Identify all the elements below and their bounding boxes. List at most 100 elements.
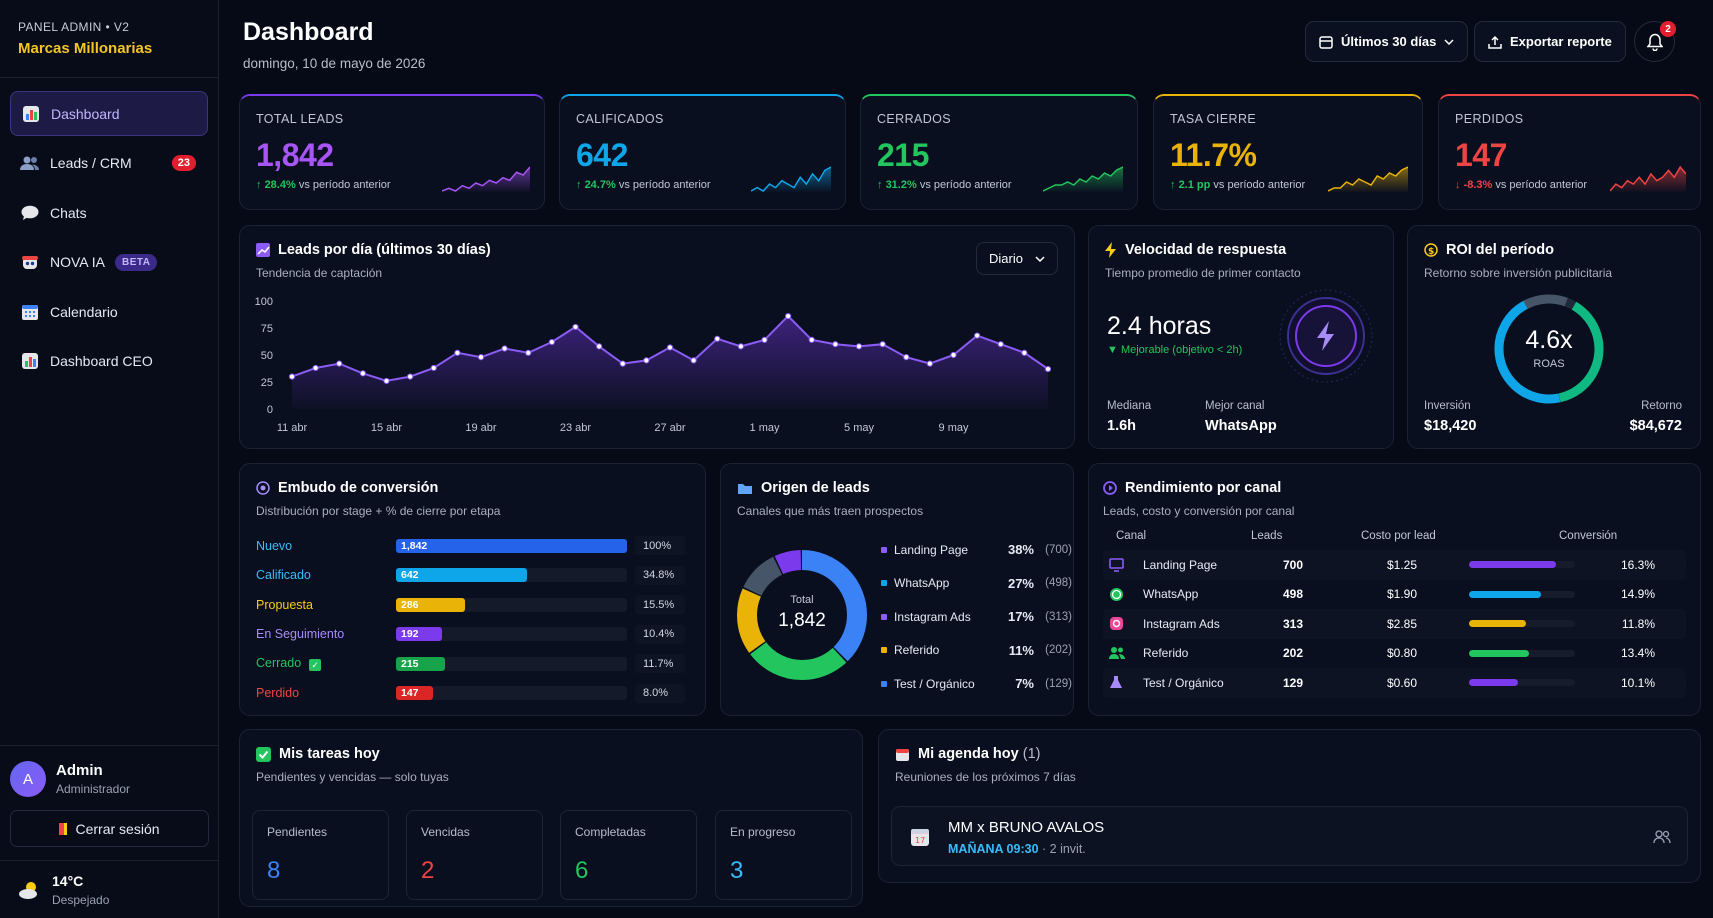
card-title-text: Mi agenda hoy: [918, 746, 1019, 762]
card-title: $ ROI del período: [1424, 242, 1684, 258]
money-icon: $: [1424, 243, 1438, 257]
leads-point[interactable]: [643, 357, 650, 364]
date-range-button[interactable]: Últimos 30 días: [1305, 21, 1469, 62]
leads-point[interactable]: [596, 343, 603, 350]
x-tick-label: 27 abr: [654, 422, 686, 434]
funnel-row[interactable]: En Seguimiento 192 10.4%: [256, 620, 689, 650]
leads-point[interactable]: [832, 341, 839, 348]
kpi-card-perdidos[interactable]: PERDIDOS 147 ↓ -8.3% vs período anterior: [1438, 94, 1701, 210]
leads-point[interactable]: [619, 360, 626, 367]
leads-point[interactable]: [454, 349, 461, 356]
leads-point[interactable]: [997, 341, 1004, 348]
channel-row[interactable]: Test / Orgánico 129 $0.60 10.1%: [1103, 668, 1686, 698]
leads-point[interactable]: [879, 341, 886, 348]
notifications-button[interactable]: 2: [1634, 21, 1676, 62]
donut-slice[interactable]: [737, 550, 867, 680]
leads-point[interactable]: [336, 360, 343, 367]
leads-point[interactable]: [737, 343, 744, 350]
export-report-button[interactable]: Exportar reporte: [1474, 21, 1626, 62]
channel-name: Referido: [1143, 646, 1189, 661]
sidebar-item-calendario[interactable]: Calendario: [10, 289, 208, 334]
donut-slice[interactable]: [737, 550, 867, 680]
donut-slice[interactable]: [737, 550, 867, 680]
sidebar-nav: Dashboard Leads / CRM 23 Chats NOVA IA B…: [0, 78, 218, 401]
leads-point[interactable]: [477, 354, 485, 361]
leads-point[interactable]: [430, 364, 437, 372]
funnel-stage-name: Nuevo: [256, 539, 396, 553]
channel-row[interactable]: WhatsApp 498 $1.90 14.9%: [1103, 580, 1686, 610]
card-title-text: Origen de leads: [761, 480, 870, 496]
sidebar-item-chats[interactable]: Chats: [10, 190, 208, 235]
leads-point[interactable]: [950, 351, 957, 359]
funnel-row[interactable]: Cerrado ✓ 215 11.7%: [256, 649, 689, 679]
sidebar-item-dashboard-ceo[interactable]: Dashboard CEO: [10, 339, 208, 384]
funnel-row[interactable]: Perdido 147 8.0%: [256, 679, 689, 709]
leads-point[interactable]: [714, 335, 721, 342]
kpi-card-calificados[interactable]: CALIFICADOS 642 ↑ 24.7% vs período anter…: [559, 94, 846, 210]
task-stat-value: 2: [421, 857, 435, 884]
task-stat-en-progreso[interactable]: En progreso 3: [715, 810, 852, 900]
sidebar-item-label: Leads / CRM: [50, 155, 132, 171]
users-icon: [20, 153, 40, 173]
funnel-row[interactable]: Propuesta 286 15.5%: [256, 590, 689, 620]
leads-point[interactable]: [761, 336, 768, 343]
channel-leads: 129: [1283, 675, 1304, 690]
legend-item[interactable]: Referido 11% (202): [881, 634, 1072, 668]
leads-point[interactable]: [974, 332, 981, 339]
leads-point[interactable]: [690, 357, 697, 364]
legend-item[interactable]: WhatsApp 27% (498): [881, 567, 1072, 601]
leads-point[interactable]: [383, 377, 390, 385]
leads-point[interactable]: [855, 343, 863, 350]
kpi-card-tasa-cierre[interactable]: TASA CIERRE 11.7% ↑ 2.1 pp vs período an…: [1153, 94, 1423, 210]
logout-button[interactable]: Cerrar sesión: [10, 810, 209, 847]
kpi-card-cerrados[interactable]: CERRADOS 215 ↑ 31.2% vs período anterior: [860, 94, 1138, 210]
sparkline-area: [1328, 167, 1408, 193]
task-stat-pendientes[interactable]: Pendientes 8: [252, 810, 389, 900]
task-stat-label: En progreso: [730, 825, 796, 839]
leads-point[interactable]: [572, 323, 579, 331]
leads-point[interactable]: [548, 338, 555, 346]
sidebar-item-nova-ia[interactable]: NOVA IA BETA: [10, 240, 208, 285]
leads-point[interactable]: [666, 344, 674, 351]
channel-name: Test / Orgánico: [1143, 675, 1224, 690]
kpi-card-total-leads[interactable]: TOTAL LEADS 1,842 ↑ 28.4% vs período ant…: [239, 94, 545, 210]
task-stat-vencidas[interactable]: Vencidas 2: [406, 810, 543, 900]
channel-row[interactable]: Landing Page 700 $1.25 16.3%: [1103, 550, 1686, 580]
meeting-item[interactable]: 17 MM x BRUNO AVALOS MAÑANA 09:30 · 2 in…: [891, 806, 1688, 866]
granularity-dropdown[interactable]: Diario: [976, 242, 1058, 275]
attendees-icon[interactable]: [1653, 829, 1671, 845]
leads-point[interactable]: [808, 336, 815, 343]
leads-point[interactable]: [501, 345, 508, 352]
channel-row[interactable]: Instagram Ads 313 $2.85 11.8%: [1103, 609, 1686, 639]
x-tick-label: 9 may: [939, 422, 969, 434]
avatar[interactable]: A: [10, 761, 46, 797]
leads-point[interactable]: [785, 313, 792, 320]
channel-leads: 700: [1283, 557, 1304, 572]
legend-item[interactable]: Landing Page 38% (700): [881, 533, 1072, 567]
page-header: Dashboard domingo, 10 de mayo de 2026: [243, 18, 1713, 71]
sidebar-item-dashboard[interactable]: Dashboard: [10, 91, 208, 136]
leads-point[interactable]: [407, 373, 414, 380]
leads-point[interactable]: [288, 373, 296, 380]
return-value: $84,672: [1629, 418, 1682, 434]
legend-item[interactable]: Test / Orgánico 7% (129): [881, 667, 1072, 701]
leads-point[interactable]: [359, 370, 366, 377]
checkbox-icon: [256, 746, 271, 762]
leads-point[interactable]: [1044, 365, 1052, 373]
sidebar: PANEL ADMIN • V2 Marcas Millonarias Dash…: [0, 0, 219, 918]
sidebar-item-leads[interactable]: Leads / CRM 23: [10, 141, 208, 186]
folder-icon: [737, 481, 753, 495]
card-title-text: Embudo de conversión: [278, 480, 439, 496]
leads-point[interactable]: [926, 360, 933, 367]
funnel-row[interactable]: Nuevo 1,842 100%: [256, 531, 689, 561]
brand-name[interactable]: Marcas Millonarias: [18, 40, 153, 57]
calendar-icon: [895, 747, 910, 762]
leads-point[interactable]: [903, 354, 910, 361]
task-stat-completadas[interactable]: Completadas 6: [560, 810, 697, 900]
leads-point[interactable]: [312, 364, 319, 372]
legend-item[interactable]: Instagram Ads 17% (313): [881, 600, 1072, 634]
funnel-row[interactable]: Calificado 642 34.8%: [256, 561, 689, 591]
leads-point[interactable]: [525, 349, 532, 356]
leads-point[interactable]: [1021, 349, 1028, 356]
channel-row[interactable]: Referido 202 $0.80 13.4%: [1103, 639, 1686, 669]
